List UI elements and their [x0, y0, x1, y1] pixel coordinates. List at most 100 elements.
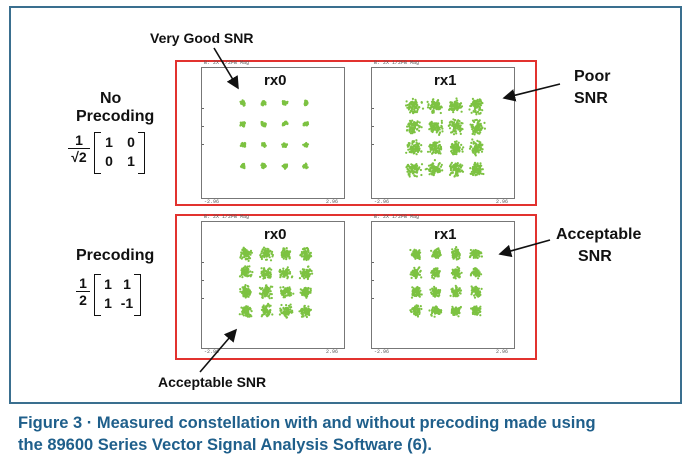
- constellation-point: [411, 97, 414, 100]
- constellation-point: [436, 251, 439, 254]
- constellation-point: [265, 305, 269, 308]
- constellation-point: [470, 141, 473, 144]
- constellation-point: [299, 253, 302, 256]
- constellation-point: [459, 305, 462, 309]
- constellation-point: [470, 307, 473, 310]
- constellation-point: [417, 148, 421, 151]
- constellation-point: [457, 126, 460, 129]
- constellation-point: [451, 250, 454, 254]
- constellation-point: [281, 143, 284, 146]
- constellation-point: [478, 119, 481, 122]
- constellation-point: [249, 253, 252, 256]
- constellation-point: [455, 97, 458, 100]
- constellation-point: [262, 102, 265, 105]
- scale-numerator: 1: [76, 275, 90, 292]
- constellation-point: [406, 167, 409, 171]
- constellation-point: [405, 100, 408, 103]
- axis-tick: [202, 126, 204, 127]
- constellation-point: [456, 168, 459, 171]
- constellation-point: [410, 103, 413, 106]
- constellation-point: [474, 286, 477, 289]
- constellation-cluster: [426, 140, 443, 155]
- constellation-point: [418, 287, 421, 290]
- constellation-point: [242, 252, 245, 255]
- constellation-point: [420, 101, 423, 104]
- constellation-point: [475, 306, 478, 309]
- constellation-point: [414, 100, 418, 103]
- constellation-point: [310, 269, 313, 273]
- constellation-cluster: [450, 305, 462, 318]
- constellation-point: [298, 277, 301, 280]
- constellation-point: [261, 294, 264, 298]
- constellation-point: [412, 166, 415, 169]
- constellation-point: [471, 251, 474, 254]
- constellation-point: [454, 119, 457, 122]
- constellation-point: [308, 274, 311, 277]
- constellation-point: [415, 107, 419, 110]
- constellation-point: [412, 140, 415, 144]
- constellation-point: [454, 162, 457, 165]
- constellation-point: [471, 287, 474, 290]
- constellation-point: [285, 249, 289, 252]
- constellation-point: [479, 314, 482, 317]
- constellation-point: [474, 119, 477, 122]
- constellation-point: [477, 294, 480, 297]
- constellation-point: [261, 287, 264, 290]
- constellation-point: [430, 106, 433, 109]
- constellation-point: [286, 288, 289, 291]
- constellation-point: [433, 306, 436, 309]
- constellation-point: [415, 153, 418, 156]
- matrix-left-bracket: [94, 132, 101, 174]
- constellation-point: [476, 150, 479, 153]
- constellation-point: [474, 274, 477, 277]
- constellation-point: [411, 164, 415, 167]
- constellation-point: [304, 122, 307, 125]
- constellation-point: [450, 149, 453, 152]
- no-precoding-line2: Precoding: [76, 108, 155, 125]
- constellation-point: [438, 169, 441, 172]
- constellation-point: [248, 293, 251, 296]
- constellation-point: [413, 126, 416, 129]
- constellation-point: [417, 309, 420, 312]
- constellation-point: [412, 121, 416, 124]
- constellation-point: [454, 274, 457, 277]
- constellation-point: [286, 266, 289, 269]
- constellation-point: [472, 130, 475, 133]
- constellation-point: [453, 102, 456, 105]
- constellation-point: [283, 248, 286, 251]
- constellation-point: [472, 140, 475, 143]
- constellation-plot-precoding-rx0: B: 2X 1/2FB Mag rx0 -2.96 2.96: [201, 214, 345, 355]
- constellation-point: [288, 255, 291, 258]
- constellation-point: [471, 97, 474, 100]
- constellation-point: [307, 256, 311, 260]
- constellation-point: [426, 100, 429, 103]
- axis-tick: [202, 280, 204, 281]
- constellation-point: [264, 247, 267, 250]
- constellation-point: [411, 130, 414, 133]
- constellation-point: [437, 164, 440, 167]
- constellation-point: [475, 145, 478, 148]
- constellation-point: [458, 126, 462, 129]
- constellation-point: [409, 120, 412, 123]
- constellation-point: [418, 129, 421, 132]
- constellation-cluster: [469, 118, 486, 136]
- constellation-point: [439, 165, 443, 168]
- constellation-point: [299, 288, 302, 291]
- constellation-point: [451, 130, 454, 133]
- constellation-point: [408, 130, 411, 133]
- constellation-point: [458, 149, 461, 152]
- constellation-point: [438, 149, 441, 152]
- constellation-point: [452, 291, 455, 294]
- constellation-point: [480, 287, 483, 290]
- constellation-point: [283, 165, 286, 168]
- constellation-point: [258, 292, 261, 295]
- constellation-cluster: [451, 246, 461, 261]
- constellation-point: [247, 288, 250, 291]
- constellation-point: [450, 272, 453, 275]
- constellation-point: [450, 172, 453, 175]
- constellation-point: [268, 287, 271, 290]
- axis-tick: [372, 298, 374, 299]
- x-min-tick: -2.96: [374, 199, 390, 205]
- constellation-point: [433, 165, 436, 168]
- constellation-point: [417, 292, 420, 295]
